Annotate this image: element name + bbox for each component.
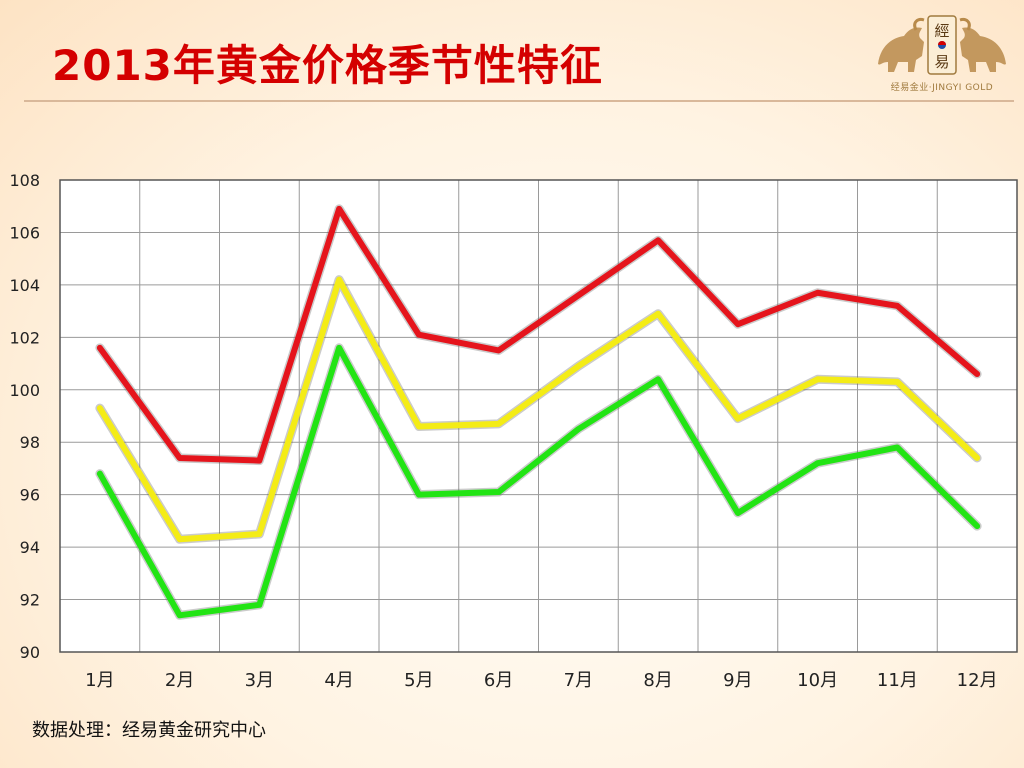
series-1-point bbox=[336, 206, 342, 212]
y-tick-label: 100 bbox=[9, 381, 40, 400]
x-tick-label: 2月 bbox=[165, 670, 194, 691]
series-2-line bbox=[96, 276, 981, 543]
y-tick-label: 98 bbox=[20, 433, 40, 452]
y-tick-label: 102 bbox=[9, 328, 40, 347]
series-3-line bbox=[96, 344, 981, 619]
series-2-point bbox=[974, 455, 980, 461]
y-tick-label: 108 bbox=[9, 171, 40, 190]
series-3-point bbox=[575, 426, 581, 432]
plot-border bbox=[59, 179, 1018, 653]
series-2-point bbox=[97, 405, 103, 411]
x-tick-label: 4月 bbox=[324, 670, 353, 691]
series-2-point bbox=[894, 379, 900, 385]
series-1-point bbox=[655, 237, 661, 243]
series-1-point bbox=[177, 455, 183, 461]
series-3-point bbox=[815, 460, 821, 466]
title-divider bbox=[24, 100, 1014, 102]
series-1-point bbox=[894, 303, 900, 309]
source-note: 数据处理：经易黄金研究中心 bbox=[32, 720, 266, 741]
series-2-point bbox=[177, 536, 183, 542]
series-1-point bbox=[97, 345, 103, 351]
series-3-point bbox=[97, 471, 103, 477]
x-tick-label: 12月 bbox=[957, 670, 998, 691]
x-tick-label: 3月 bbox=[245, 670, 274, 691]
logo-tagline: 经易金业·JINGYI GOLD bbox=[890, 83, 994, 93]
x-tick-label: 8月 bbox=[643, 670, 672, 691]
series-1-point bbox=[815, 290, 821, 296]
series-1-point bbox=[974, 371, 980, 377]
series-2-point bbox=[655, 311, 661, 317]
bull-emblem-icon: 經 易 bbox=[878, 15, 1006, 75]
logo-glyph-2: 易 bbox=[934, 53, 949, 71]
x-tick-label: 5月 bbox=[404, 670, 433, 691]
x-tick-label: 11月 bbox=[877, 670, 918, 691]
y-tick-label: 94 bbox=[20, 538, 40, 557]
series-2-point bbox=[256, 531, 262, 537]
series-3-point bbox=[256, 602, 262, 608]
series-2-point bbox=[496, 421, 502, 427]
series-2-point bbox=[336, 277, 342, 283]
x-tick-label: 7月 bbox=[564, 670, 593, 691]
series-3-point bbox=[177, 612, 183, 618]
series-2-point bbox=[815, 376, 821, 382]
series-1-point bbox=[416, 332, 422, 338]
series-3-point bbox=[974, 523, 980, 529]
series-3-point bbox=[894, 444, 900, 450]
series-2-point bbox=[735, 416, 741, 422]
line-chart: 90 92 94 96 98 100 102 104 106 108 1月 2月 3月 4月 5月 6月 7月 8… bbox=[9, 171, 1018, 691]
y-tick-label: 106 bbox=[9, 223, 40, 242]
series-3-point bbox=[655, 376, 661, 382]
brand-logo: 經 易 经易金业·JINGYI GOLD bbox=[872, 12, 1012, 96]
series-3-point bbox=[416, 492, 422, 498]
series-3-point bbox=[336, 345, 342, 351]
series-1-line bbox=[96, 205, 981, 464]
x-tick-label: 9月 bbox=[723, 670, 752, 691]
y-tick-label: 104 bbox=[9, 276, 40, 295]
x-tick-label: 6月 bbox=[484, 670, 513, 691]
page-title: 2013年黄金价格季节性特征 bbox=[52, 41, 603, 90]
series-2-point bbox=[575, 363, 581, 369]
logo-glyph-1: 經 bbox=[934, 22, 949, 40]
series-2-point bbox=[416, 423, 422, 429]
series-1-point bbox=[496, 347, 502, 353]
series-1-point bbox=[575, 292, 581, 298]
x-tick-label: 1月 bbox=[85, 670, 114, 691]
series-1-point bbox=[735, 321, 741, 327]
series-3-point bbox=[496, 489, 502, 495]
y-tick-label: 90 bbox=[20, 643, 40, 662]
x-tick-label: 10月 bbox=[797, 670, 838, 691]
series-1-point bbox=[256, 458, 262, 464]
y-tick-label: 92 bbox=[20, 591, 40, 610]
y-tick-label: 96 bbox=[20, 486, 40, 505]
series-3-point bbox=[735, 510, 741, 516]
